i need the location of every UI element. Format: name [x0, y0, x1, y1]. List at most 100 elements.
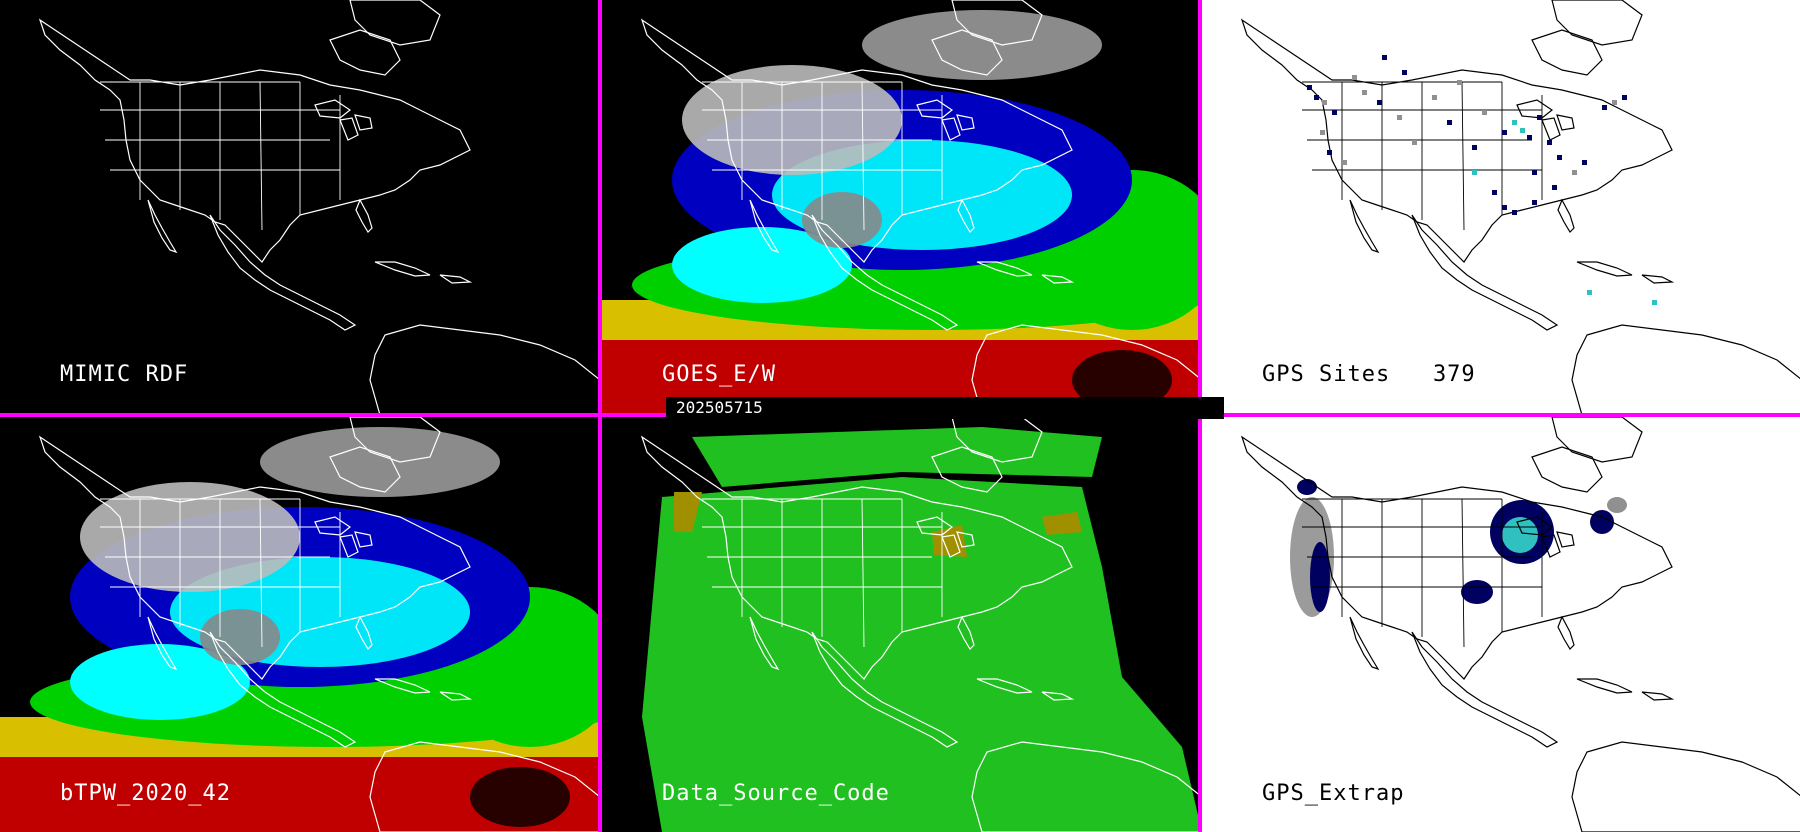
gps-site-marker: [1602, 105, 1607, 110]
tpw-black-gap: [470, 767, 570, 827]
gps-site-marker: [1512, 210, 1517, 215]
coastline-gl2: [941, 117, 961, 141]
coastline-gl1: [1516, 516, 1554, 536]
coastline-baja: [147, 616, 178, 671]
btpw-label: bTPW_2020_42: [60, 781, 231, 806]
coastline-mex: [1411, 214, 1559, 331]
coastline-gl2: [1541, 117, 1561, 141]
mimic-rdf-label: MIMIC RDF: [60, 362, 189, 387]
gps-site-marker: [1612, 100, 1617, 105]
coastline-hisp: [1641, 691, 1675, 701]
tpw-gray-north: [862, 10, 1102, 80]
coastline-cuba: [976, 261, 1033, 277]
extrap-west-dark: [1310, 542, 1330, 612]
source-green-area: [642, 477, 1198, 832]
gps-site-marker: [1587, 290, 1592, 295]
coastline-cuba: [374, 678, 431, 694]
tpw-black-gap: [1072, 350, 1172, 410]
gps-site-marker: [1482, 110, 1487, 115]
coastline-na: [1240, 435, 1673, 680]
tpw-cyan-pacific: [70, 644, 250, 720]
gps-site-marker: [1652, 300, 1657, 305]
gps-site-marker: [1377, 100, 1382, 105]
state-line-7: [1461, 81, 1465, 231]
gps-extrap-panel: GPS_Extrap: [1202, 417, 1800, 832]
coastline-na: [1240, 18, 1673, 263]
extrap-nw-dark: [1297, 479, 1317, 495]
goes-ew-map: [602, 0, 1198, 413]
coastline-cuba: [976, 678, 1033, 694]
coastline-gl2: [339, 534, 359, 558]
coastline-greenland: [1551, 0, 1643, 46]
coastline-hudson: [329, 29, 401, 76]
coastline-gl1: [916, 99, 954, 119]
gps-extrap-map: [1240, 417, 1800, 832]
extrap-east-dark: [1590, 510, 1614, 534]
coastline-hisp: [1041, 691, 1075, 701]
coastline-hisp: [1641, 274, 1675, 284]
gps-site-marker: [1412, 140, 1417, 145]
btpw-panel: bTPW_2020_42: [0, 417, 598, 832]
mimic-rdf-map: [38, 0, 598, 413]
timestamp-bar: 202505715: [666, 397, 1224, 419]
gps-site-marker: [1352, 75, 1357, 80]
coastline-baja: [1349, 199, 1380, 254]
gps-site-marker: [1547, 140, 1552, 145]
coastline-florida: [957, 615, 975, 650]
gps-site-marker: [1457, 80, 1462, 85]
gps-site-marker: [1622, 95, 1627, 100]
gps-site-marker: [1314, 95, 1319, 100]
extrap-ne-gray: [1607, 497, 1627, 513]
gps-site-marker: [1552, 185, 1557, 190]
gps-site-marker: [1397, 115, 1402, 120]
gps-site-marker: [1502, 130, 1507, 135]
coastline-gl3: [354, 531, 373, 548]
coastline-sa: [369, 741, 598, 832]
state-line-7: [1461, 498, 1465, 648]
gps-site-marker: [1382, 55, 1387, 60]
coastline-hudson: [1531, 446, 1603, 493]
coastline-sa: [1571, 324, 1800, 413]
coastline-greenland: [951, 0, 1043, 46]
tpw-gray-west: [682, 65, 902, 175]
btpw-map: [0, 417, 598, 832]
gps-site-marker: [1402, 70, 1407, 75]
coastline-cuba: [374, 261, 431, 277]
tpw-gray-west: [80, 482, 300, 592]
gps-site-marker: [1512, 120, 1517, 125]
coastline-gl2: [941, 534, 961, 558]
coastline-greenland: [349, 417, 441, 463]
coastline-mex: [1411, 631, 1559, 748]
coastline-baja: [749, 199, 780, 254]
gps-site-marker: [1557, 155, 1562, 160]
coastline-na: [38, 435, 471, 680]
gps-site-marker: [1527, 135, 1532, 140]
state-line-7: [259, 81, 263, 231]
coastline-na: [640, 435, 1073, 680]
coastline-florida: [355, 198, 373, 233]
coastline-na: [640, 18, 1073, 263]
coastline-gl1: [916, 516, 954, 536]
coastline-baja: [749, 616, 780, 671]
goes-ew-label: GOES_E/W: [662, 362, 776, 387]
coastline-na: [38, 18, 471, 263]
gps-site-marker: [1472, 170, 1477, 175]
gps-site-marker: [1362, 90, 1367, 95]
gps-site-marker: [1332, 110, 1337, 115]
gps-site-marker: [1432, 95, 1437, 100]
gps-site-marker: [1572, 170, 1577, 175]
gps-site-marker: [1472, 145, 1477, 150]
extrap-gulf-dark: [1461, 580, 1493, 604]
coastline-sa: [1571, 741, 1800, 832]
coastline-sa: [971, 324, 1198, 413]
coastline-gl3: [354, 114, 373, 131]
coastline-hisp: [439, 274, 473, 284]
coastline-mex: [209, 631, 357, 748]
coastline-florida: [957, 198, 975, 233]
coastline-florida: [1557, 198, 1575, 233]
coastline-gl3: [1556, 531, 1575, 548]
gps-site-marker: [1582, 160, 1587, 165]
source-olive-lakes: [932, 525, 967, 557]
tpw-gray-north: [260, 427, 500, 497]
coastline-gl2: [339, 117, 359, 141]
